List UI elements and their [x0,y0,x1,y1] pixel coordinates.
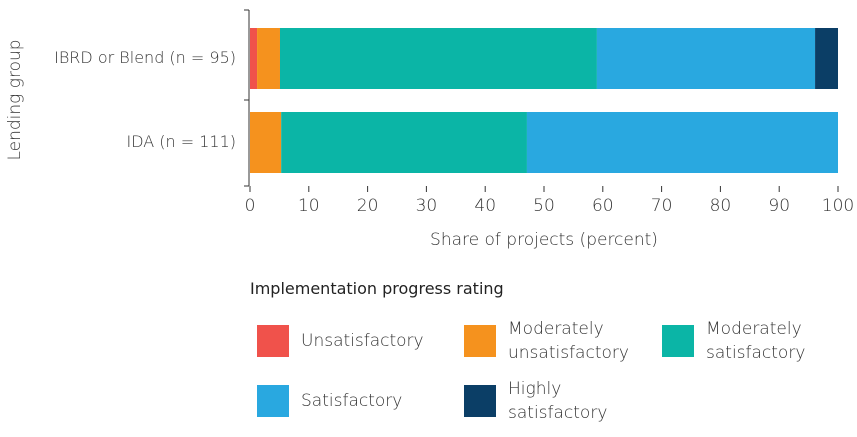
x-tick-label: 60 [592,196,614,216]
x-tick-label: 30 [416,196,438,216]
legend-title: Implementation progress rating [250,279,504,298]
bar-segment [250,112,282,173]
bar-segment [526,112,838,173]
bar-segment [815,28,838,89]
legend-swatch [257,325,289,357]
y-tick-label: IDA (n = 111) [126,132,236,151]
bar-segment [279,28,597,89]
legend-swatch [662,325,694,357]
legend-item: Moderately satisfactory [662,317,852,365]
x-tick-label: 10 [298,196,320,216]
x-tick-label: 100 [822,196,854,216]
x-tick-label: 50 [533,196,555,216]
legend-swatch [464,325,496,357]
x-axis-label: Share of projects (percent) [430,230,658,250]
legend-label: Moderately satisfactory [706,319,806,363]
legend-label: Highly satisfactory [508,379,608,423]
x-tick-label: 0 [245,196,256,216]
legend-swatch [464,385,496,417]
x-tick-label: 90 [768,196,790,216]
x-tick-label: 80 [710,196,732,216]
bar-segment [250,28,258,89]
legend-item: Moderately unsatisfactory [464,317,654,365]
legend-item: Highly satisfactory [464,377,654,425]
legend-item: Satisfactory [257,377,447,425]
bar-segment [596,28,816,89]
x-tick-label: 70 [651,196,673,216]
y-tick-label: IBRD or Blend (n = 95) [54,48,236,67]
legend-swatch [257,385,289,417]
legend-label: Unsatisfactory [301,331,424,351]
legend-item: Unsatisfactory [257,317,447,365]
y-axis-label: Lending group [5,39,25,160]
bar-segment [257,28,280,89]
bar-segment [281,112,527,173]
x-tick-label: 40 [474,196,496,216]
legend-label: Moderately unsatisfactory [508,319,629,363]
legend-label: Satisfactory [301,391,403,411]
x-tick-label: 20 [357,196,379,216]
